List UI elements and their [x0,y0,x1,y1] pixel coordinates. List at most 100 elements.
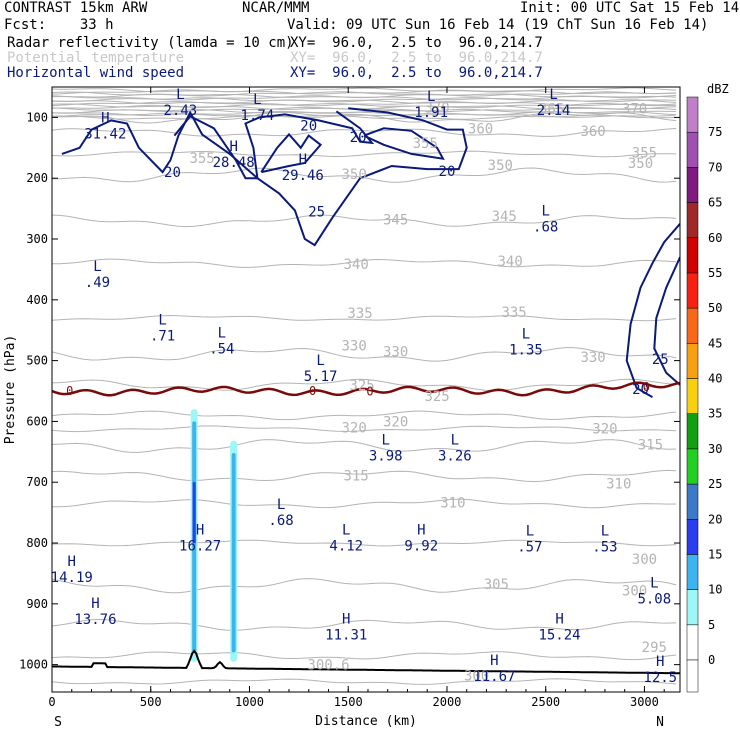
theta-contours [52,87,677,685]
extremum-value: 2.43 [164,103,198,119]
theta-label: 340 [343,257,368,273]
colorbar-label: 35 [708,407,722,421]
theta-label: 310 [440,495,465,511]
theta-label: 345 [383,213,408,229]
theta-line [52,110,677,117]
theta-line [52,105,677,110]
x-end-label-north: N [656,715,664,730]
colorbar-label: 55 [708,266,722,280]
extremum-kind: H [196,523,204,539]
extremum-kind: H [490,653,498,669]
theta-label: 300 [622,583,647,599]
theta-line [52,539,677,547]
wind-label: 20 [300,118,317,134]
extremum-kind: H [342,611,350,627]
y-tick-label: 200 [26,171,48,185]
colorbar-cell [686,96,699,133]
colorbar-label: 70 [708,160,722,174]
theta-line [52,89,677,95]
theta-line [52,439,677,453]
theta-label: 330 [580,350,605,366]
colorbar-cell [686,167,699,203]
colorbar-label: 15 [708,547,722,561]
theta-label: 370 [424,101,449,117]
colorbar-label: 0 [708,653,715,667]
theta-line [52,87,677,93]
extremum-kind: L [253,92,261,108]
extremum-value: 11.31 [325,627,367,643]
colorbar-cell [686,272,699,309]
theta-line [52,618,677,631]
colorbar-unit: dBZ [707,82,729,96]
wind-label: 20 [164,165,181,181]
colorbar-label: 65 [708,196,722,210]
colorbar-label: 75 [708,125,722,139]
extremum-kind: H [101,110,109,126]
theta-line [52,128,677,137]
extremum-kind: L [218,326,226,342]
extremum-kind: L [316,353,324,369]
extremum-kind: L [277,497,285,513]
zero-label: 0 [309,384,316,398]
y-axis-title: Pressure (hPa) [3,335,18,445]
y-tick-label: 600 [26,414,48,428]
theta-line [52,378,677,392]
theta-label: 340 [498,254,523,270]
theta-label: 330 [383,344,408,360]
theta-line [52,99,677,105]
extremum-value: 2.14 [537,103,571,119]
extremum-value: .68 [268,513,293,529]
field-label-wind: Horizontal wind speed [7,65,185,81]
colorbar-cell [686,237,699,274]
colorbar-label: 40 [708,372,722,386]
theta-line [52,114,677,120]
extremum-value: 13.76 [74,612,116,628]
extremum-kind: L [382,433,390,449]
theta-line [52,678,677,685]
theta-label: 355 [189,151,214,167]
extremum-kind: L [541,203,549,219]
extremum-kind: H [656,654,664,670]
extremum-kind: H [417,523,425,539]
y-tick-label: 300 [26,232,48,246]
extremum-kind: L [601,524,609,540]
field-xy-theta: XY= 96.0, 2.5 to 96.0,214.7 [290,50,543,66]
x-end-label-south: S [54,715,62,730]
axes: 0 500 1000 1500 2000 2500 30001002003004005006… [3,87,680,730]
theta-line [52,258,677,268]
zero-label: 0 [366,385,373,399]
theta-label: 315 [343,469,368,485]
colorbar-label: 45 [708,336,722,350]
theta-label: 325 [349,378,374,394]
x-tick-label: 1500 [334,695,363,709]
extremum-value: 31.42 [84,126,126,142]
theta-label: 315 [638,438,663,454]
colorbar-cell [686,131,699,168]
theta-line [52,578,677,594]
wind-contour [625,223,680,398]
theta-label: 350 [628,156,653,172]
x-tick-label: 2500 [531,695,560,709]
y-tick-label: 900 [26,597,48,611]
colorbar-cell [686,343,699,379]
theta-line [52,347,677,362]
x-tick-label: 1000 [235,695,264,709]
wind-contour [653,256,680,386]
extremum-value: 1.35 [509,343,543,359]
extremum-kind: L [549,87,557,103]
plot-frame [51,86,681,693]
colorbar-cell-below [686,659,699,693]
theta-line [52,425,677,433]
y-tick-label: 1000 [19,658,48,672]
wind-contour [61,107,468,247]
field-xy-wind: XY= 96.0, 2.5 to 96.0,214.7 [290,65,543,81]
theta-line [52,469,677,483]
extremum-value: 11.67 [473,669,515,685]
colorbar-label: 60 [708,231,722,245]
y-tick-label: 700 [26,475,48,489]
colorbar-cell [686,378,699,414]
extremum-value: 28.48 [213,155,255,171]
extremum-value: 1.91 [414,105,448,121]
